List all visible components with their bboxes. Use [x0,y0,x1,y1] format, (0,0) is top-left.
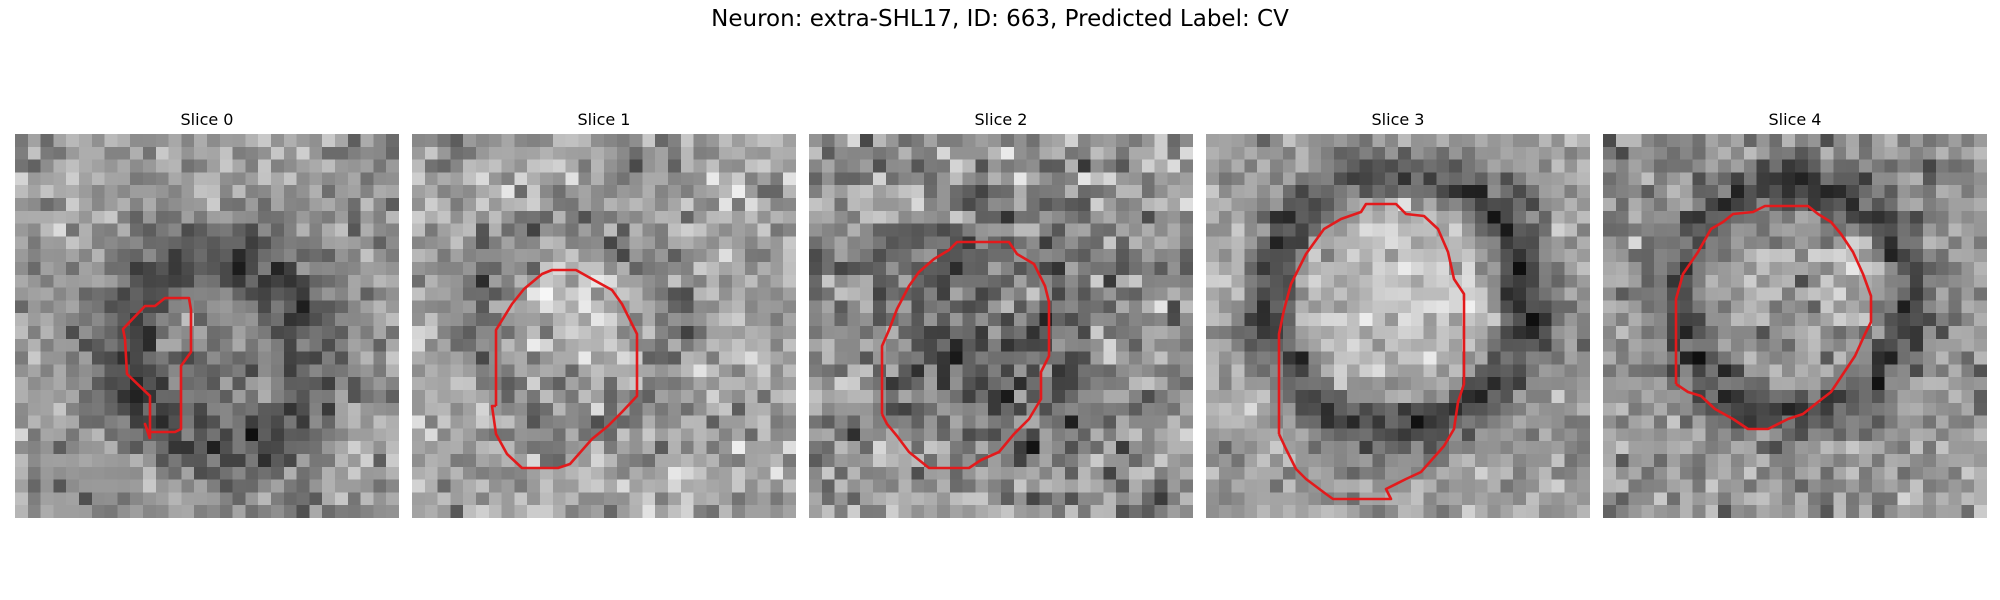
slice-image-4 [1603,134,1987,518]
slice-panel-0: Slice 0 [15,110,399,522]
slice-title-4: Slice 4 [1768,110,1822,129]
slice-title-3: Slice 3 [1371,110,1425,129]
roi-contour-0 [121,296,193,440]
figure-title: Neuron: extra-SHL17, ID: 663, Predicted … [711,6,1289,32]
slice-panel-4: Slice 4 [1603,110,1987,522]
slice-title-2: Slice 2 [974,110,1028,129]
slice-image-3 [1206,134,1590,518]
roi-contour-2 [880,240,1051,470]
slice-panel-2: Slice 2 [809,110,1193,522]
slice-image-0 [15,134,399,518]
slice-panel-3: Slice 3 [1206,110,1590,522]
slice-panel-1: Slice 1 [412,110,796,522]
roi-contour-1 [490,268,639,470]
slice-image-1 [412,134,796,518]
slice-image-2 [809,134,1193,518]
roi-contour-3 [1277,202,1466,501]
slice-title-1: Slice 1 [577,110,631,129]
slice-title-0: Slice 0 [180,110,234,129]
roi-contour-4 [1674,204,1873,431]
